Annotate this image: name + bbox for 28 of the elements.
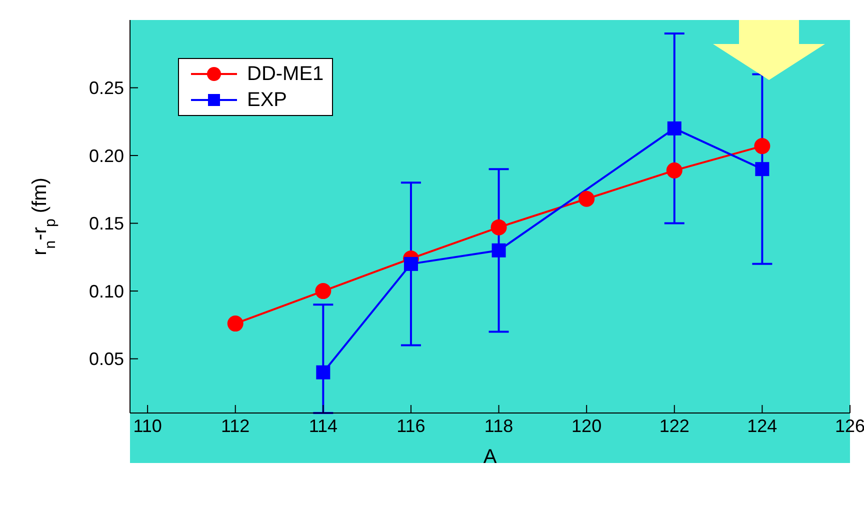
y-tick-label: 0.05 bbox=[88, 349, 124, 370]
point bbox=[754, 138, 770, 154]
y-tick-label: 0.10 bbox=[88, 281, 124, 302]
point bbox=[315, 283, 332, 300]
x-tick-label: 110 bbox=[133, 416, 162, 436]
x-tick-label: 120 bbox=[572, 416, 602, 436]
legend-label: DD-ME1 bbox=[247, 62, 324, 86]
legend-label: EXP bbox=[247, 88, 288, 112]
x-tick-label: 112 bbox=[221, 416, 250, 436]
point bbox=[666, 162, 682, 178]
point bbox=[667, 121, 682, 136]
point bbox=[227, 316, 244, 332]
x-axis-title: A bbox=[483, 446, 498, 468]
x-tick-label: 118 bbox=[484, 416, 514, 436]
y-tick-label: 0.20 bbox=[88, 146, 124, 166]
x-tick-label: 114 bbox=[308, 416, 338, 436]
point bbox=[490, 219, 507, 236]
x-tick-label: 124 bbox=[747, 416, 778, 436]
y-tick-label: 0.15 bbox=[88, 214, 124, 234]
y-tick-label: 0.25 bbox=[88, 78, 124, 98]
x-tick-label: 126 bbox=[834, 416, 864, 436]
x-tick-label: 116 bbox=[396, 416, 426, 436]
point bbox=[492, 243, 506, 258]
point bbox=[755, 162, 770, 176]
point bbox=[578, 190, 595, 207]
point bbox=[404, 256, 418, 271]
x-tick-label: 122 bbox=[659, 416, 690, 436]
point bbox=[316, 365, 330, 380]
